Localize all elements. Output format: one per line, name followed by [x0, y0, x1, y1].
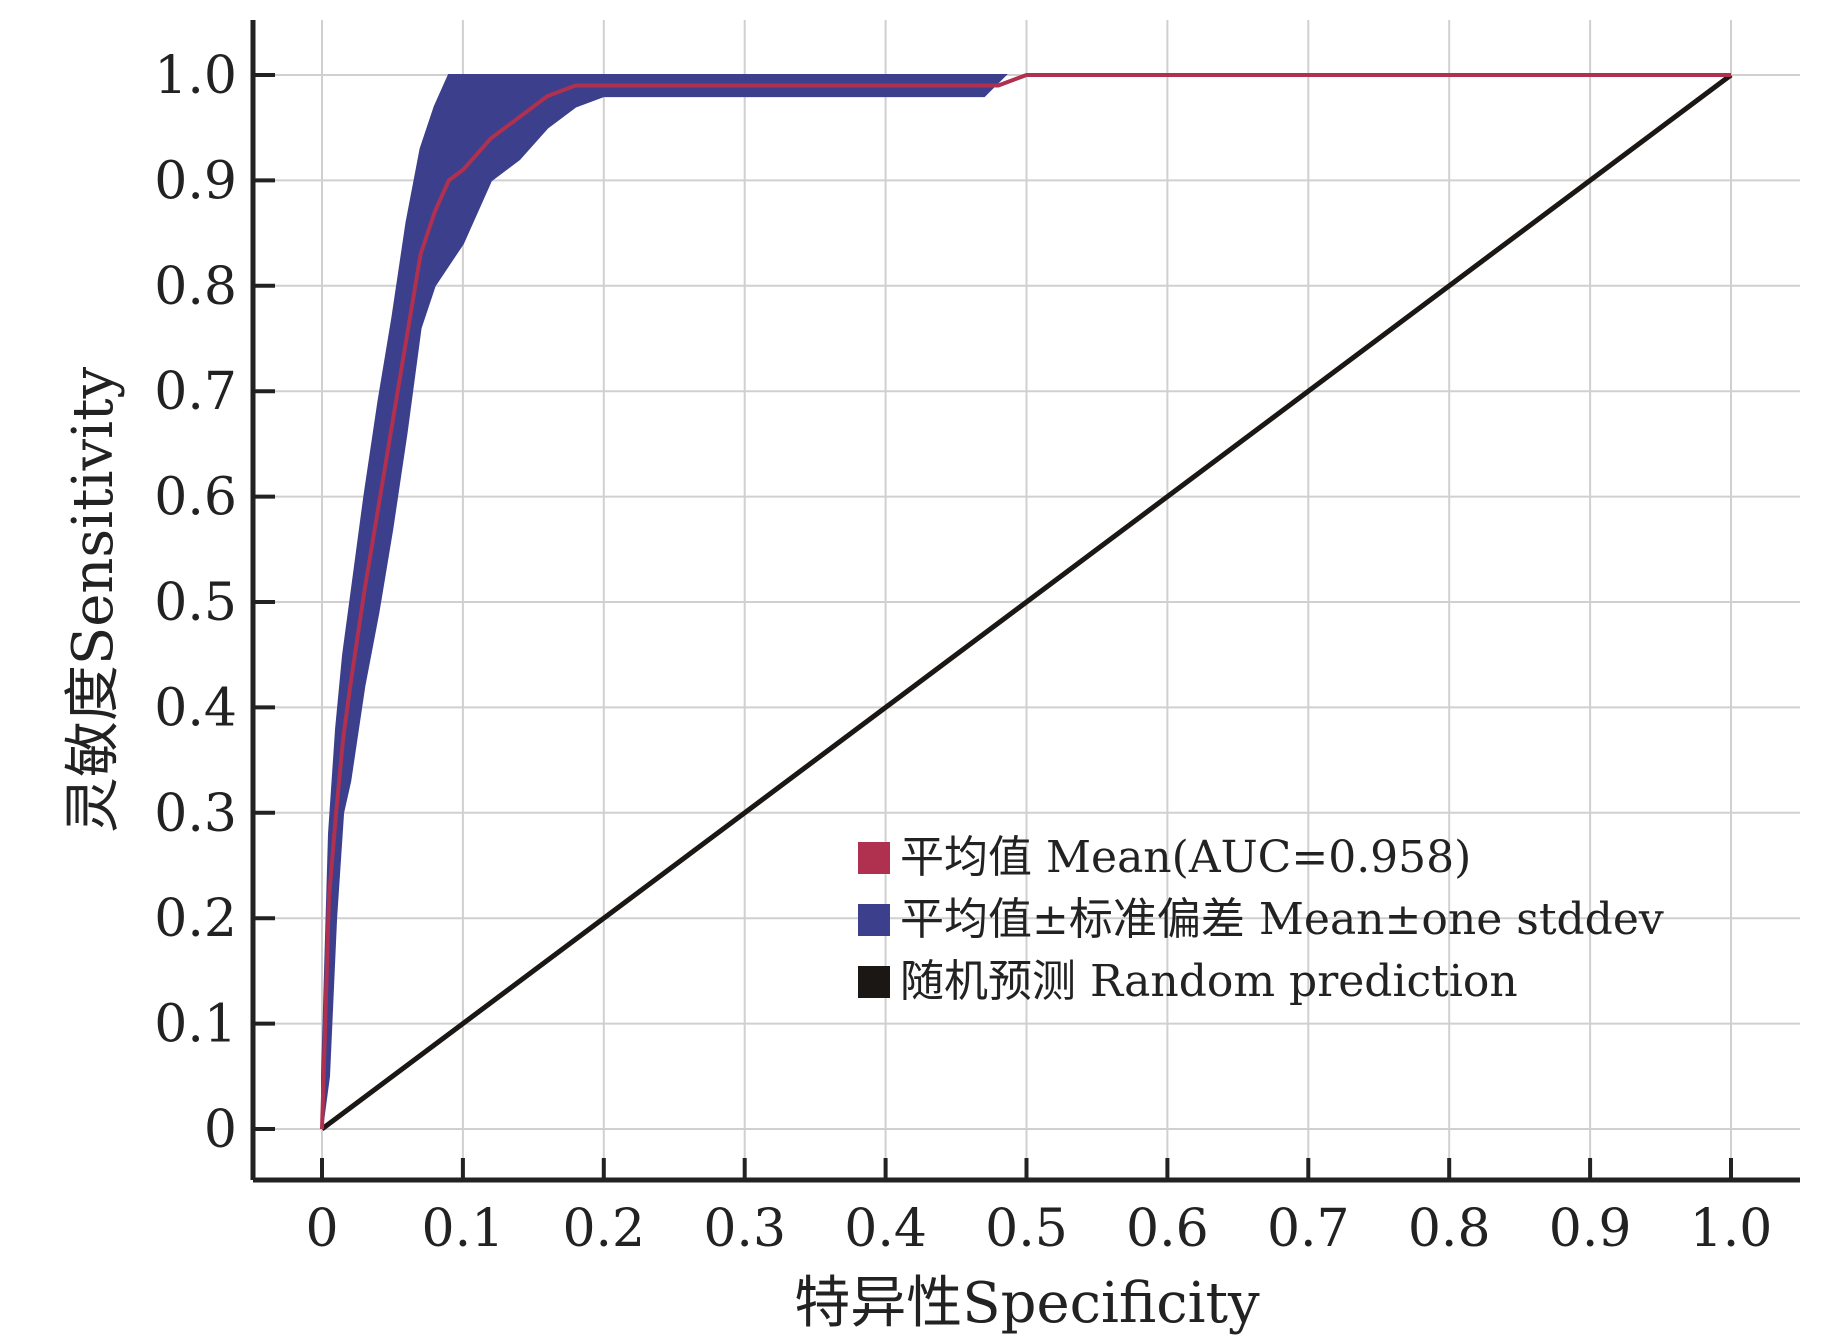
legend-item-random: 随机预测 Random prediction: [858, 956, 1518, 1007]
tick-labels: 0 0.1 0.2 0.3 0.4 0.5 0.6 0.7 0.8 0.9 1.0 0 0.1 0.2 0.…: [154, 46, 1772, 1259]
legend-item-random-swatch: [858, 966, 890, 998]
y-tick-label: 0.1: [154, 995, 237, 1055]
y-axis-title: 灵敏度Sensitivity: [61, 366, 126, 833]
series-lines-layer: [320, 72, 1733, 1132]
mean-roc-line: [320, 73, 1731, 1130]
legend-item-mean: 平均值 Mean(AUC=0.958): [858, 832, 1471, 883]
legend: 平均值 Mean(AUC=0.958) 平均值±标准偏差 Mean±one std…: [858, 832, 1664, 1007]
legend-item-mean-swatch: [858, 842, 890, 874]
random-prediction-line: [320, 72, 1733, 1132]
y-tick-label: 0.2: [154, 889, 237, 949]
y-tick-label: 0.9: [154, 151, 237, 211]
x-tick-label: 0.2: [562, 1199, 645, 1259]
x-tick-label: 0.6: [1126, 1199, 1209, 1259]
x-tick-label: 0.4: [844, 1199, 927, 1259]
y-tick-label: 0: [204, 1100, 237, 1160]
y-tick-label: 1.0: [154, 46, 237, 106]
x-axis-title: 特异性Specificity: [794, 1271, 1260, 1336]
y-tick-label: 0.3: [154, 784, 237, 844]
y-tick-label: 0.4: [154, 678, 237, 738]
y-tick-label: 0.6: [154, 468, 237, 528]
legend-item-stddev-label: 平均值±标准偏差 Mean±one stddev: [900, 894, 1664, 945]
x-tick-label: 0.1: [422, 1199, 505, 1259]
x-tick-label: 0: [305, 1199, 338, 1259]
x-tick-label: 0.8: [1408, 1199, 1491, 1259]
x-tick-label: 0.9: [1549, 1199, 1632, 1259]
y-tick-label: 0.5: [154, 573, 237, 633]
x-tick-label: 0.3: [703, 1199, 786, 1259]
legend-item-stddev-swatch: [858, 904, 890, 936]
y-tick-label: 0.7: [154, 362, 237, 422]
x-tick-label: 0.5: [985, 1199, 1068, 1259]
axes: [250, 20, 1800, 1183]
legend-item-random-label: 随机预测 Random prediction: [900, 956, 1518, 1007]
x-tick-label: 1.0: [1690, 1199, 1773, 1259]
legend-item-stddev: 平均值±标准偏差 Mean±one stddev: [858, 894, 1664, 945]
legend-item-mean-label: 平均值 Mean(AUC=0.958): [900, 832, 1471, 883]
y-tick-label: 0.8: [154, 257, 237, 317]
x-tick-label: 0.7: [1267, 1199, 1350, 1259]
